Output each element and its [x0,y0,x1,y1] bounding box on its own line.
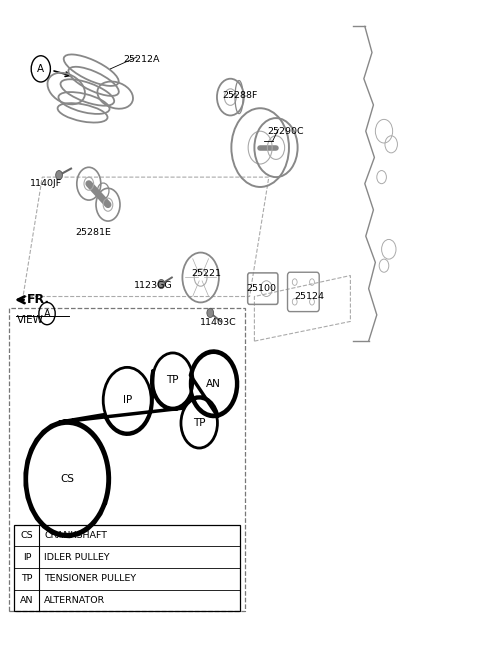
Text: IP: IP [23,553,31,562]
Circle shape [158,279,165,289]
Text: CS: CS [21,531,33,540]
Text: 25100: 25100 [247,284,276,293]
Text: IDLER PULLEY: IDLER PULLEY [44,553,110,562]
Text: FR.: FR. [26,293,49,306]
Text: A: A [37,64,44,74]
Text: AN: AN [20,596,34,605]
Text: ALTERNATOR: ALTERNATOR [44,596,106,605]
Text: CRANKSHAFT: CRANKSHAFT [44,531,107,540]
Text: 25124: 25124 [295,292,324,301]
Text: 25281E: 25281E [76,228,111,237]
Text: TP: TP [193,418,205,428]
Text: TP: TP [167,375,179,386]
Text: AN: AN [206,379,221,389]
Text: CS: CS [60,474,74,484]
Text: IP: IP [122,395,132,405]
Text: 25290C: 25290C [267,127,304,136]
Circle shape [207,308,214,318]
Text: A: A [44,308,50,319]
Text: 11403C: 11403C [200,318,237,327]
Text: 25212A: 25212A [123,54,160,64]
Text: TP: TP [21,575,33,583]
Text: 1140JF: 1140JF [30,179,61,188]
Text: 1123GG: 1123GG [134,281,173,290]
Bar [14,525,240,611]
Circle shape [56,171,62,180]
Text: 25288F: 25288F [222,91,258,100]
Text: VIEW: VIEW [17,315,44,325]
Text: 25221: 25221 [192,269,221,278]
Text: TENSIONER PULLEY: TENSIONER PULLEY [44,575,136,583]
